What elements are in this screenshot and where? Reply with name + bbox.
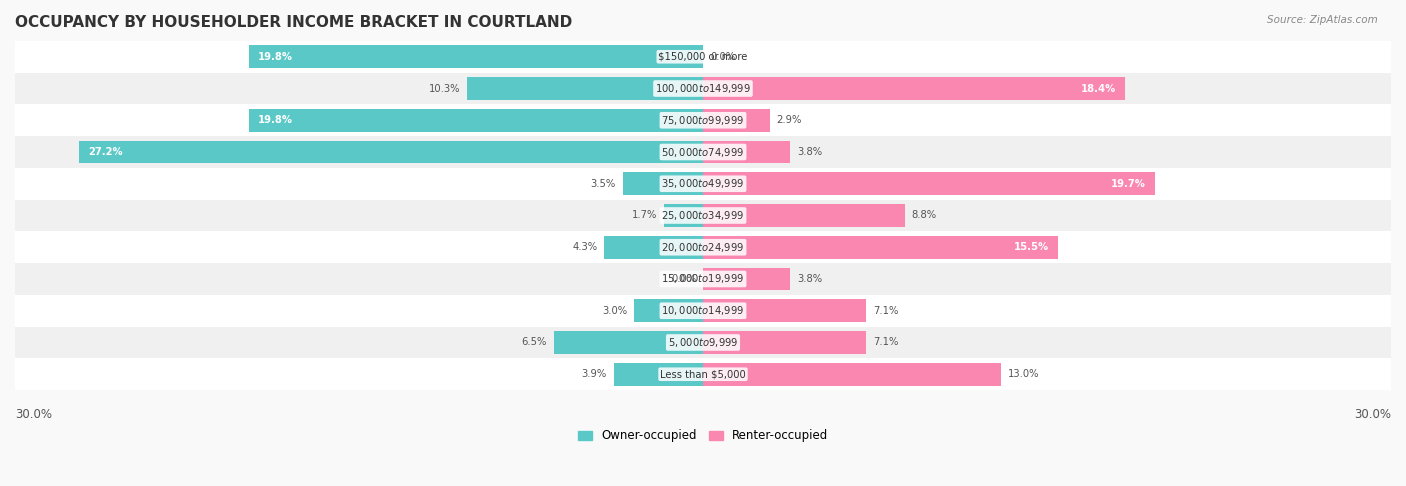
Text: $100,000 to $149,999: $100,000 to $149,999 (655, 82, 751, 95)
Text: 10.3%: 10.3% (429, 84, 460, 93)
Text: 3.8%: 3.8% (797, 274, 823, 284)
Text: $15,000 to $19,999: $15,000 to $19,999 (661, 273, 745, 285)
Bar (15, 72, 1391, 104)
Bar (15, 327, 1391, 358)
Text: 27.2%: 27.2% (89, 147, 122, 157)
Bar (15, 168, 1391, 200)
Text: $5,000 to $9,999: $5,000 to $9,999 (668, 336, 738, 349)
Text: 8.8%: 8.8% (911, 210, 936, 221)
Text: $20,000 to $24,999: $20,000 to $24,999 (661, 241, 745, 254)
Bar (703, 299, 866, 322)
Text: 19.8%: 19.8% (259, 52, 292, 62)
Text: 3.5%: 3.5% (591, 179, 616, 189)
Text: OCCUPANCY BY HOUSEHOLDER INCOME BRACKET IN COURTLAND: OCCUPANCY BY HOUSEHOLDER INCOME BRACKET … (15, 15, 572, 30)
Text: 3.8%: 3.8% (797, 147, 823, 157)
Text: $10,000 to $14,999: $10,000 to $14,999 (661, 304, 745, 317)
Bar (554, 331, 703, 354)
Legend: Owner-occupied, Renter-occupied: Owner-occupied, Renter-occupied (572, 425, 834, 447)
Bar (15, 358, 1391, 390)
Bar (664, 204, 703, 227)
Bar (15, 200, 1391, 231)
Text: 15.5%: 15.5% (1014, 242, 1049, 252)
Bar (249, 109, 703, 132)
Text: $75,000 to $99,999: $75,000 to $99,999 (661, 114, 745, 127)
Text: 4.3%: 4.3% (572, 242, 598, 252)
Text: $25,000 to $34,999: $25,000 to $34,999 (661, 209, 745, 222)
Text: $50,000 to $74,999: $50,000 to $74,999 (661, 145, 745, 158)
Bar (79, 140, 703, 163)
Bar (249, 45, 703, 68)
Bar (613, 363, 703, 386)
Text: 0.0%: 0.0% (671, 274, 696, 284)
Bar (703, 268, 790, 291)
Text: 3.0%: 3.0% (602, 306, 627, 316)
Text: 0.0%: 0.0% (710, 52, 735, 62)
Bar (15, 295, 1391, 327)
Text: 6.5%: 6.5% (522, 337, 547, 347)
Bar (703, 173, 1154, 195)
Bar (703, 140, 790, 163)
Text: $35,000 to $49,999: $35,000 to $49,999 (661, 177, 745, 190)
Bar (467, 77, 703, 100)
Bar (703, 331, 866, 354)
Text: 1.7%: 1.7% (631, 210, 657, 221)
Bar (15, 231, 1391, 263)
Bar (703, 77, 1125, 100)
Text: 13.0%: 13.0% (1008, 369, 1039, 379)
Bar (15, 41, 1391, 72)
Text: 30.0%: 30.0% (15, 408, 52, 420)
Text: Source: ZipAtlas.com: Source: ZipAtlas.com (1267, 15, 1378, 25)
Text: 7.1%: 7.1% (873, 337, 898, 347)
Text: 2.9%: 2.9% (776, 115, 801, 125)
Bar (634, 299, 703, 322)
Bar (15, 136, 1391, 168)
Text: 19.7%: 19.7% (1111, 179, 1146, 189)
Bar (605, 236, 703, 259)
Text: 18.4%: 18.4% (1081, 84, 1116, 93)
Text: Less than $5,000: Less than $5,000 (661, 369, 745, 379)
Bar (15, 104, 1391, 136)
Text: 19.8%: 19.8% (259, 115, 292, 125)
Bar (703, 363, 1001, 386)
Text: 30.0%: 30.0% (1354, 408, 1391, 420)
Text: $150,000 or more: $150,000 or more (658, 52, 748, 62)
Bar (703, 109, 769, 132)
Bar (15, 263, 1391, 295)
Text: 7.1%: 7.1% (873, 306, 898, 316)
Bar (623, 173, 703, 195)
Bar (703, 236, 1059, 259)
Text: 3.9%: 3.9% (582, 369, 606, 379)
Bar (703, 204, 905, 227)
